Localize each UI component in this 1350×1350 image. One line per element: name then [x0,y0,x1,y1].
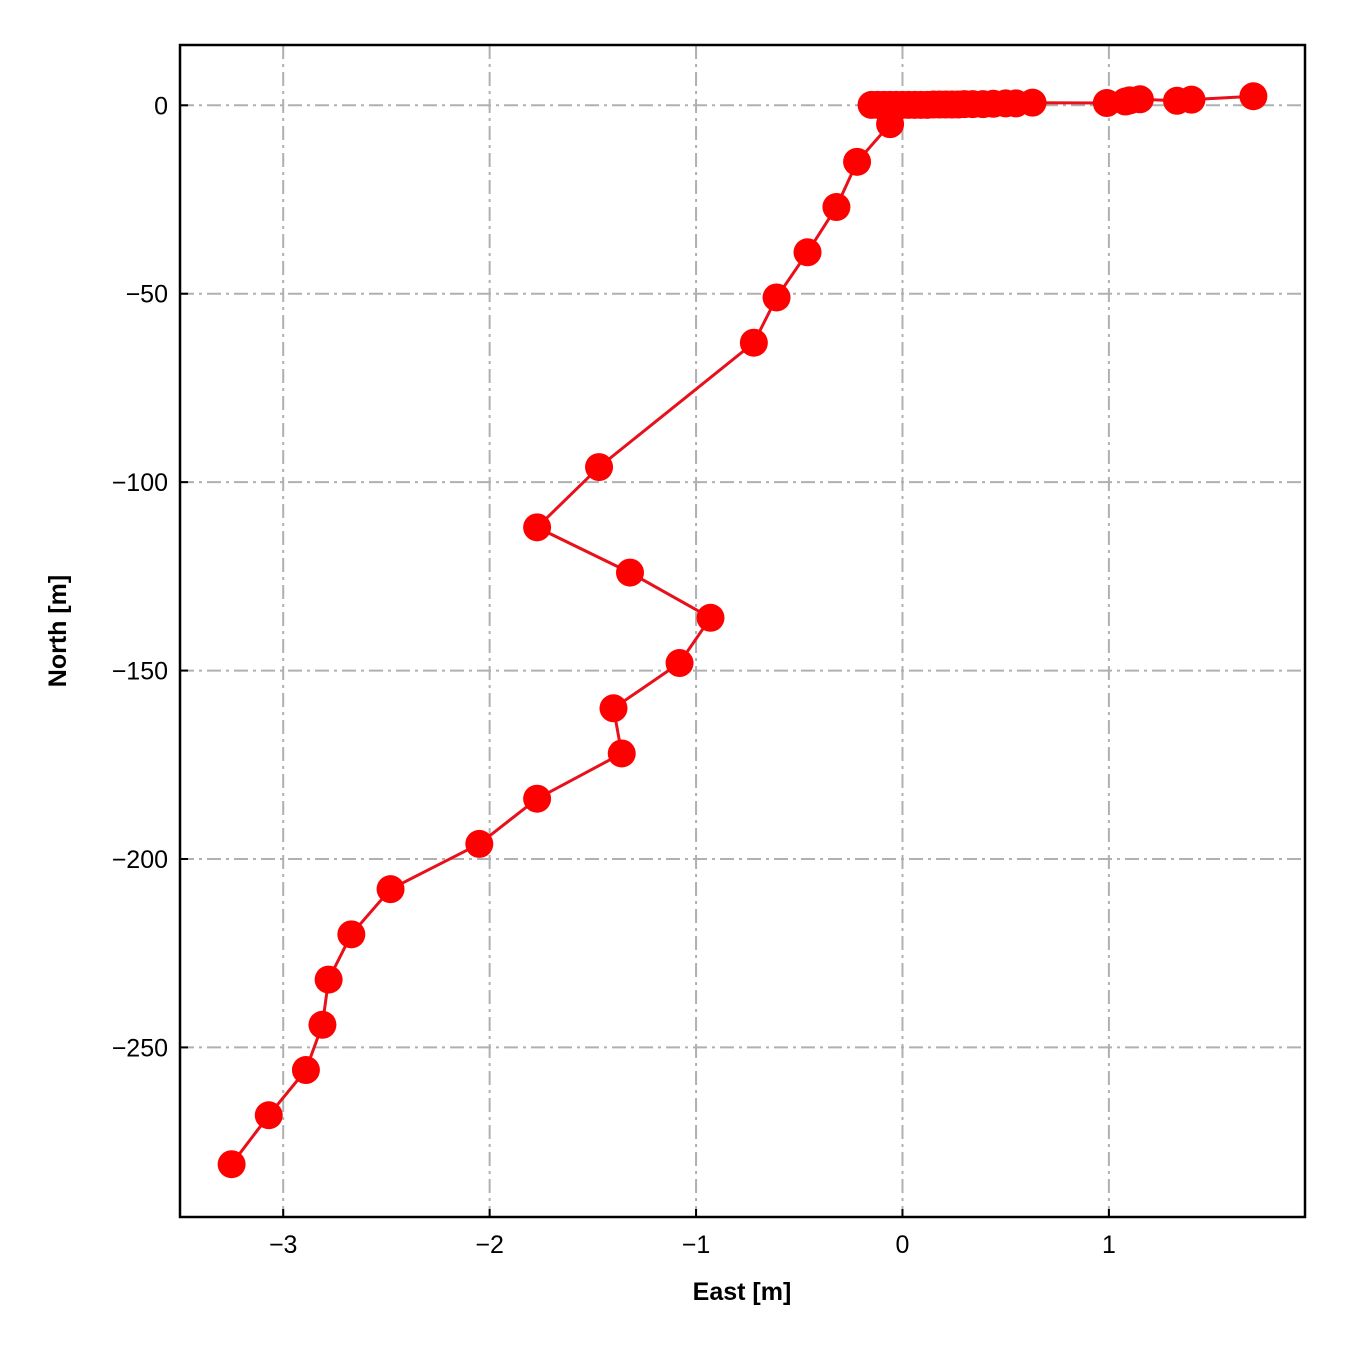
y-tick-label: −150 [112,658,168,686]
data-point [217,1150,246,1179]
x-tick-label: 0 [896,1231,910,1259]
x-tick-label: −3 [269,1231,298,1259]
data-point [465,829,494,858]
data-point [843,147,872,176]
grid [180,45,1305,1217]
data-point [314,965,343,994]
y-tick-label: −100 [112,469,168,497]
x-tick-label: −2 [475,1231,504,1259]
data-point [291,1056,320,1085]
data-point [1092,89,1121,118]
y-tick-label: −250 [112,1034,168,1062]
y-tick-label: −200 [112,846,168,874]
y-axis-label: North [m] [44,575,72,687]
ticks: −3 −2 −1 0 1 0 −50 −100 −150 −200 −250 [112,92,1116,1259]
data-point [337,920,366,949]
data-point [1163,86,1192,115]
data-point [607,739,636,768]
data-point [739,328,768,357]
data-point [665,649,694,678]
data-point [523,784,552,813]
data-point [308,1010,337,1039]
data-point [822,193,851,222]
data-point [523,513,552,542]
x-axis-label: East [m] [693,1278,792,1306]
data-point [857,90,886,119]
plot-frame [178,43,1307,1219]
x-tick-label: 1 [1102,1231,1116,1259]
data-point [585,453,614,482]
series-layer [217,82,1268,1179]
data-point [762,283,791,312]
series-line [230,94,1254,1166]
data-point [376,875,405,904]
data-point [1239,82,1268,111]
data-point [254,1101,283,1130]
data-point [876,110,905,139]
data-point [599,694,628,723]
data-point [696,603,725,632]
y-tick-label: −50 [126,281,168,309]
x-tick-label: −1 [682,1231,711,1259]
data-point [793,238,822,267]
data-point [616,558,644,587]
y-tick-label: 0 [154,92,168,120]
